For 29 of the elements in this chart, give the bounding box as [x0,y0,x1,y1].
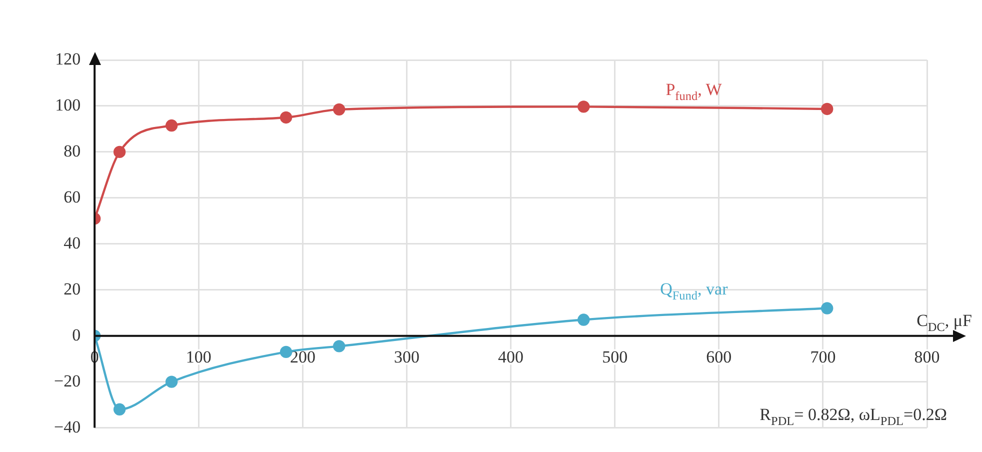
y-tick-label: 80 [64,141,81,160]
y-tick-label: −20 [54,371,81,390]
point [280,346,292,358]
point [821,302,834,314]
y-tick-label: 0 [72,325,81,344]
x-tick-label: 700 [810,348,836,367]
point [113,146,126,158]
point [333,103,346,116]
x-tick-label: 400 [498,348,524,367]
point [280,111,292,124]
point [165,119,178,132]
x-tick-label: 200 [290,348,316,367]
x-tick-label: 800 [914,348,940,367]
y-tick-label: 60 [64,187,81,206]
x-tick-label: 500 [602,348,628,367]
point [578,100,590,113]
y-tick-label: 100 [55,95,81,114]
point [113,403,126,416]
point [578,314,590,326]
x-tick-label: 600 [706,348,732,367]
x-tick-label: 100 [186,348,212,367]
point [165,376,178,388]
y-tick-label: −40 [54,417,81,436]
y-tick-label: 40 [64,233,81,252]
y-tick-label: 120 [55,49,81,68]
y-tick-label: 20 [64,279,81,298]
x-tick-label: 300 [394,348,420,367]
point [821,102,834,116]
point [333,340,346,352]
